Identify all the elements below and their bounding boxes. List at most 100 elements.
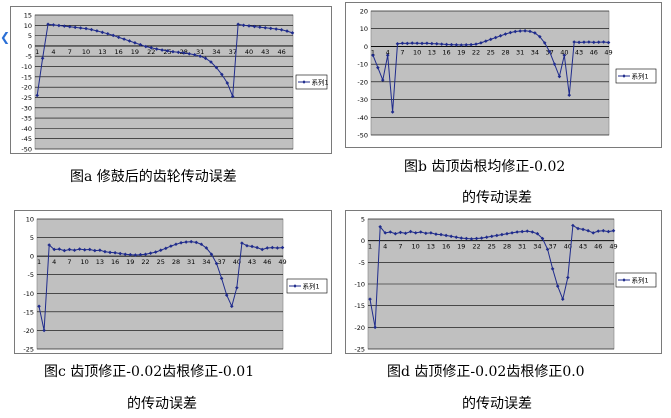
caption-d-line1: 图d 齿顶修正-0.02齿根修正0.0	[387, 364, 585, 380]
y-tick-label: -20	[23, 327, 34, 335]
data-point	[241, 23, 246, 28]
y-tick-label: 15	[24, 12, 32, 20]
chart-b-svg: 20 10 0 -10 -20 -30 -40 -50 1 4 7 10 13 16 19 22 25 28 31 3…	[357, 8, 657, 140]
x-tick-label: 22	[141, 258, 149, 266]
data-point	[138, 42, 143, 47]
legend-label: 系列1	[632, 276, 649, 285]
data-point	[47, 243, 51, 247]
data-point	[515, 230, 519, 234]
data-point	[209, 60, 213, 64]
x-tick-label: 7	[67, 258, 71, 266]
x-tick-label: 40	[560, 48, 568, 56]
data-point	[596, 229, 601, 233]
x-tick-label: 1	[371, 48, 375, 56]
data-point	[566, 275, 570, 280]
x-tick-label: 40	[233, 258, 241, 266]
data-point	[204, 246, 209, 250]
x-tick-label: 10	[412, 243, 420, 251]
x-tick-label: 46	[590, 48, 598, 56]
data-point	[236, 22, 240, 27]
data-point	[111, 33, 116, 38]
data-point	[611, 228, 616, 233]
x-tick-label: 49	[278, 258, 286, 266]
y-tick-label: -25	[21, 94, 32, 102]
data-point	[143, 252, 148, 257]
data-point	[444, 42, 449, 47]
data-point	[285, 29, 289, 33]
data-point	[95, 29, 99, 33]
data-point	[582, 40, 586, 44]
data-point	[174, 242, 178, 247]
plot-area	[34, 14, 294, 150]
x-tick-label: 7	[400, 48, 404, 56]
data-point	[493, 35, 498, 40]
x-tick-label: 46	[277, 48, 285, 56]
data-point	[105, 31, 110, 36]
data-point	[62, 24, 67, 28]
data-point	[220, 72, 224, 77]
caption-a: 图a 修鼓后的齿轮传动误差	[70, 169, 237, 185]
data-point	[179, 240, 183, 245]
legend-box	[295, 74, 328, 90]
data-point	[596, 40, 601, 44]
y-tick-label: 0	[364, 43, 368, 51]
chart-c-svg: 10 5 0 -5 -10 -15 -20 -25 1 4 7 10 13 16 19 22 25 28 31 34 3…	[23, 216, 328, 354]
data-point	[429, 231, 433, 235]
data-point	[571, 223, 575, 228]
x-tick-label: 1	[35, 48, 39, 56]
x-tick-label: 25	[487, 48, 495, 56]
data-point	[591, 231, 596, 235]
y-tick-label: 5	[30, 234, 34, 242]
x-tick-label: 34	[212, 48, 220, 56]
data-point	[567, 93, 572, 97]
data-point	[510, 231, 514, 235]
x-tick-label: 22	[472, 48, 480, 56]
x-tick-label: 19	[457, 48, 465, 56]
data-point	[164, 246, 168, 251]
data-point	[160, 48, 164, 52]
legend-box	[286, 278, 328, 294]
data-point	[380, 78, 385, 82]
y-tick-label: -25	[23, 346, 34, 354]
data-point	[265, 246, 270, 250]
y-tick-label: -40	[21, 125, 32, 133]
data-point	[601, 228, 606, 233]
data-point	[198, 54, 202, 59]
x-tick-label: 10	[82, 48, 90, 56]
y-tick-label: -20	[354, 324, 365, 332]
data-point	[500, 232, 504, 237]
data-point	[187, 51, 192, 56]
x-tick-label: 16	[442, 48, 450, 56]
x-tick-label: 34	[533, 243, 541, 251]
data-point	[400, 41, 405, 46]
y-tick-label: -30	[357, 96, 368, 104]
data-point	[540, 236, 545, 241]
data-point	[489, 234, 494, 239]
data-point	[479, 236, 484, 240]
x-tick-label: 37	[217, 258, 225, 266]
x-tick-label: 16	[115, 48, 123, 56]
y-tick-label: 0	[28, 42, 32, 50]
x-tick-label: 4	[52, 258, 56, 266]
chart-panel-a: 15 10 5 0 -5 -10 -15 -20 -25 -30 -35 -40 -45 -50 1 4 7 10…	[10, 6, 332, 154]
data-point	[474, 236, 479, 241]
x-tick-label: 19	[126, 258, 134, 266]
x-tick-label: 19	[457, 243, 465, 251]
x-tick-label: 1	[368, 243, 372, 251]
y-tick-label: -15	[23, 308, 34, 316]
data-point	[418, 230, 423, 234]
data-point	[165, 49, 170, 53]
data-point	[601, 40, 606, 44]
y-tick-label: -10	[354, 281, 365, 289]
caption-c-line1: 图c 齿顶修正-0.02齿根修正-0.01	[44, 364, 255, 380]
caption-c-line2: 的传动误差	[127, 396, 197, 412]
y-tick-label: -15	[354, 302, 365, 310]
x-tick-label: 43	[261, 48, 269, 56]
x-tick-label: 37	[229, 48, 237, 56]
x-tick-label: 13	[428, 48, 436, 56]
data-point	[203, 56, 208, 61]
x-tick-label: 7	[68, 48, 72, 56]
data-point	[176, 50, 181, 55]
y-tick-label: -15	[21, 73, 32, 81]
data-point	[73, 25, 77, 30]
